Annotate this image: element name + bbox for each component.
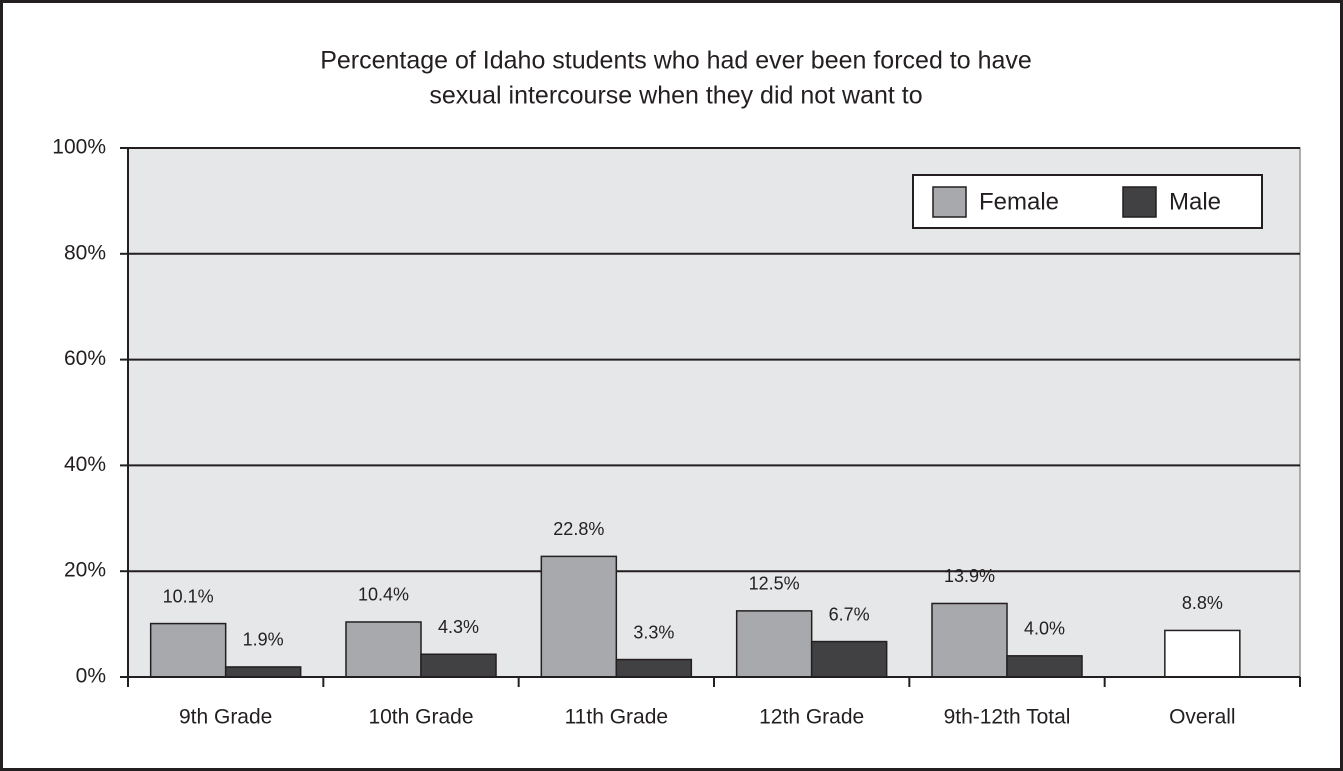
value-label: 10.1% [163,586,214,606]
bar [615,658,693,678]
y-tick-label: 80% [64,241,106,264]
y-tick-label: 0% [76,665,106,688]
value-label: 3.3% [633,622,674,642]
value-label: 1.9% [243,630,284,650]
bar [420,653,497,678]
bar [931,602,1008,678]
value-label: 4.3% [438,617,479,637]
x-tick-label: 9th-12th Total [944,706,1071,729]
y-tick-label: 60% [64,347,106,370]
bar [149,622,227,678]
y-tick-label: 20% [64,559,106,582]
y-tick-label: 40% [64,453,106,476]
value-label: 12.5% [749,574,800,594]
value-label: 8.8% [1182,593,1223,613]
x-tick-label: 12th Grade [759,706,864,729]
chart-title: Percentage of Idaho students who had eve… [320,47,1032,75]
bar [735,610,813,678]
legend-label: Female [979,188,1059,215]
x-tick-label: 11th Grade [565,706,669,729]
bar [540,555,618,678]
x-tick-label: Overall [1169,706,1236,729]
value-label: 4.0% [1024,619,1065,639]
chart-title: sexual intercourse when they did not wan… [429,82,922,110]
bar [1006,655,1083,678]
bar [224,666,302,678]
x-tick-label: 9th Grade [179,706,272,729]
legend-box [912,174,1263,229]
y-tick-label: 100% [52,136,106,159]
value-label: 13.9% [944,566,995,586]
value-label: 6.7% [829,604,870,624]
legend-swatch [932,186,967,218]
legend-swatch [1122,186,1157,218]
x-tick-label: 10th Grade [368,706,473,729]
value-label: 22.8% [553,519,604,539]
bar [345,621,422,678]
plot-area [127,147,1301,678]
legend-label: Male [1169,188,1221,215]
bar [1164,629,1241,678]
bar [810,640,888,678]
value-label: 10.4% [358,585,409,605]
